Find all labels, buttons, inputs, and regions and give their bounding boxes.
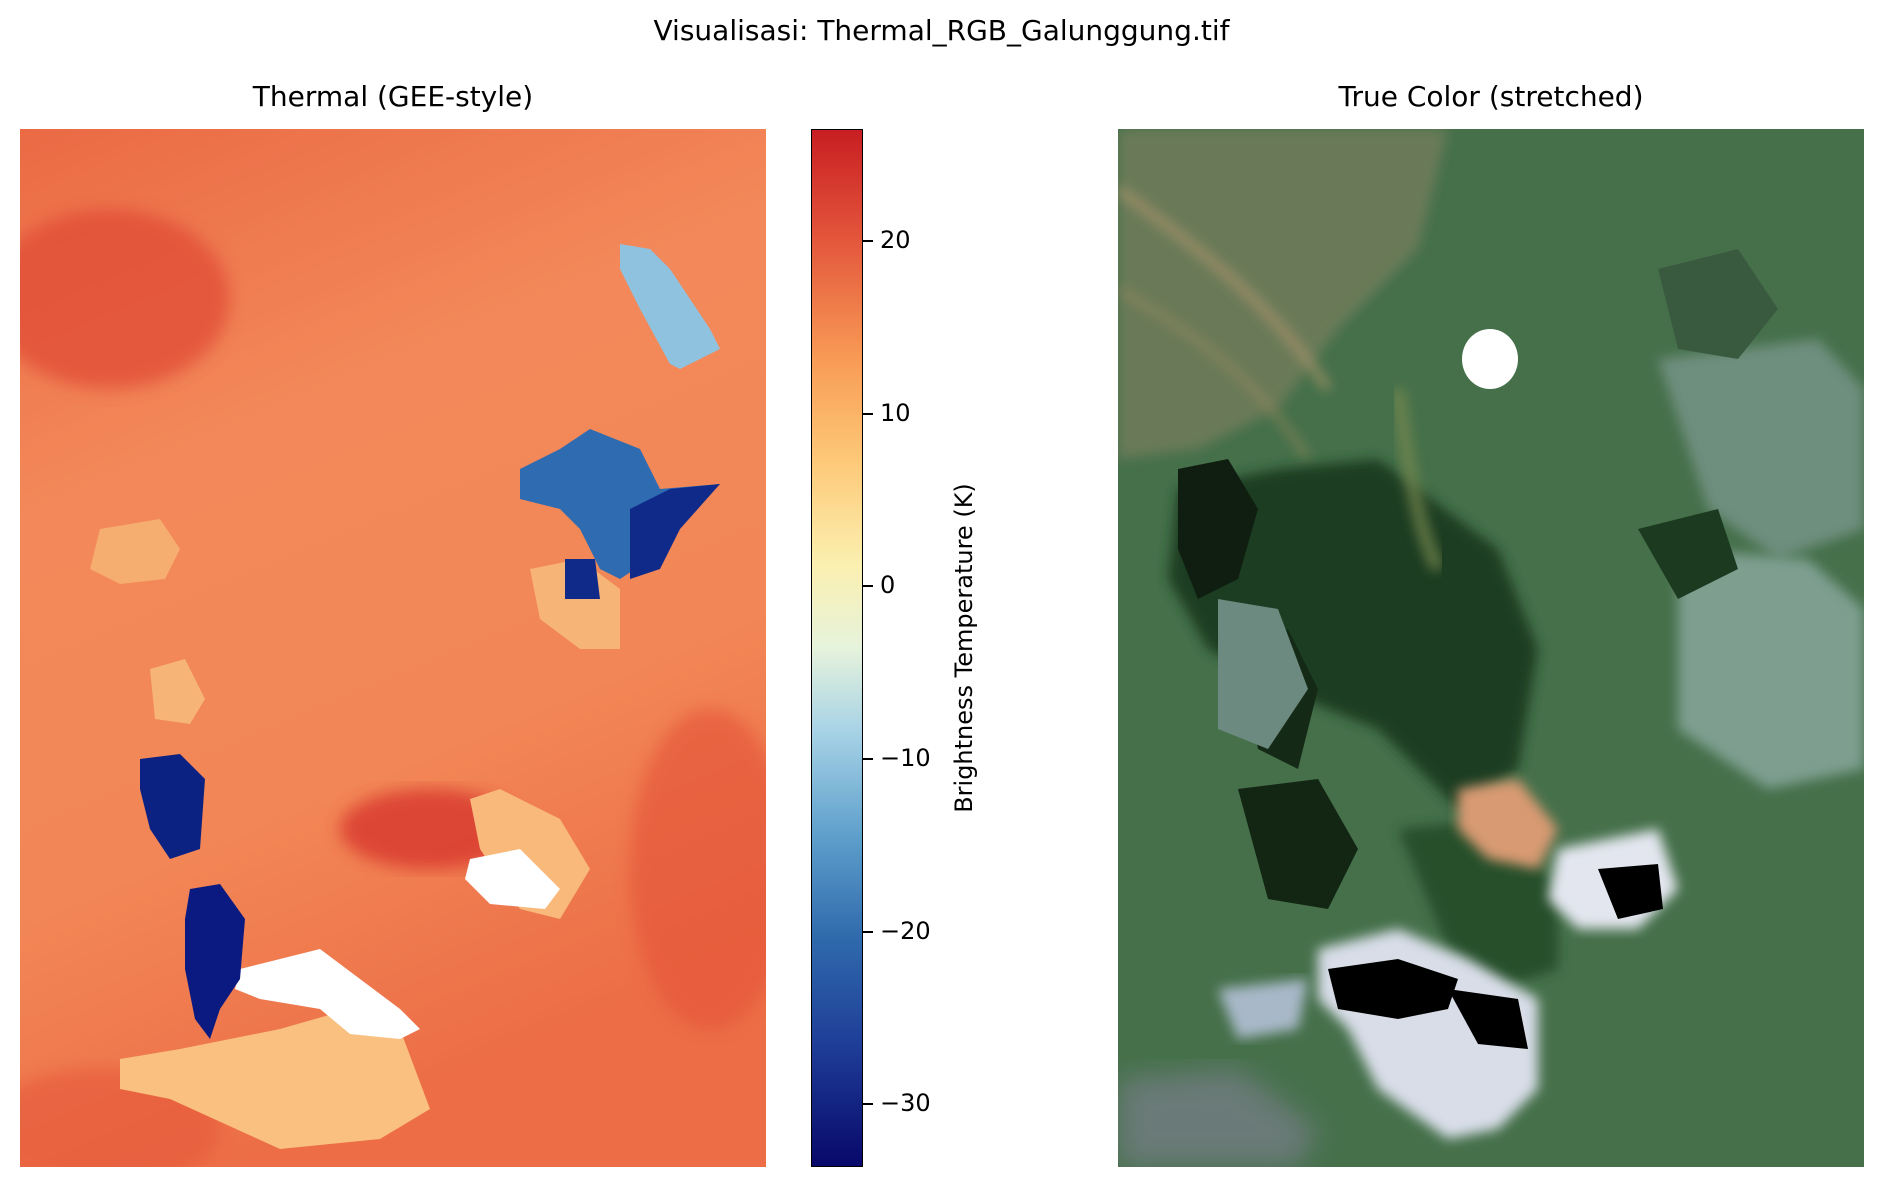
colorbar-label: Brightness Temperature (K) (950, 483, 978, 813)
colorbar-tick-label: −10 (880, 744, 931, 772)
colorbar-tick (863, 585, 873, 587)
thermal-image (20, 129, 766, 1167)
true-color-image-graphic (1118, 129, 1864, 1167)
thermal-panel-title: Thermal (GEE-style) (252, 80, 534, 113)
true-color-panel-title: True Color (stretched) (1338, 80, 1644, 113)
colorbar-tick (863, 931, 873, 933)
colorbar-tick (863, 240, 873, 242)
colorbar-tick-label: 20 (880, 226, 911, 254)
colorbar-tick (863, 413, 873, 415)
colorbar-tick (863, 1103, 873, 1105)
colorbar-tick-label: 10 (880, 399, 911, 427)
colorbar-tick-label: −30 (880, 1089, 931, 1117)
figure-title: Visualisasi: Thermal_RGB_Galunggung.tif (653, 14, 1230, 47)
colorbar (811, 129, 863, 1167)
thermal-image-graphic (20, 129, 766, 1167)
colorbar-tick-label: −20 (880, 917, 931, 945)
colorbar-tick (863, 758, 873, 760)
colorbar-tick-label: 0 (880, 571, 896, 599)
true-color-image (1118, 129, 1864, 1167)
